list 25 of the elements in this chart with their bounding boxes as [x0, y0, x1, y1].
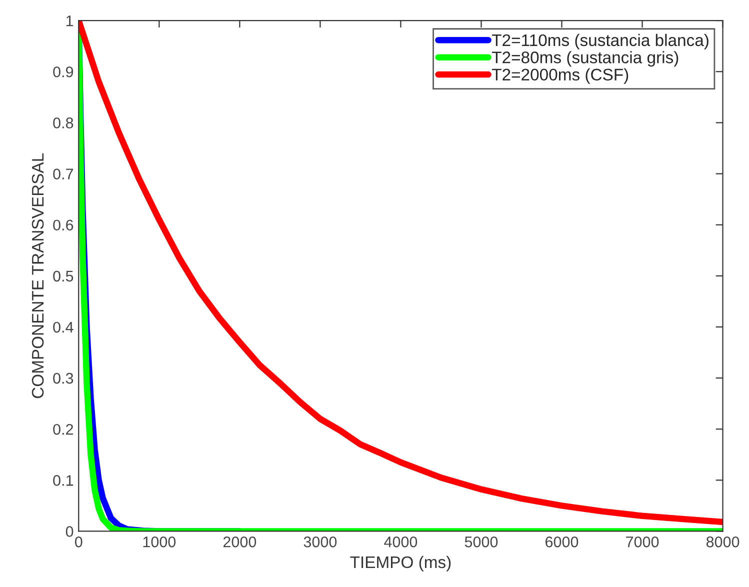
y-tick-label: 0.9 [53, 66, 74, 78]
x-axis-title: TIEMPO (ms) [350, 556, 451, 572]
x-tick-label: 3000 [304, 536, 337, 548]
y-tick-label: 0.5 [53, 270, 74, 282]
legend-label: T2=80ms (sustancia gris) [492, 51, 678, 67]
y-tick-label: 0.6 [53, 220, 74, 231]
y-tick-label: 0.8 [53, 118, 74, 128]
y-tick-label: 0.4 [53, 322, 74, 333]
x-tick-label: 8000 [706, 536, 740, 548]
y-tick-label: 0 [66, 526, 74, 537]
x-tick-label: 2000 [223, 536, 256, 548]
y-axis-title: COMPONENTE TRANSVERSAL [32, 153, 44, 398]
y-tick-label: 1 [66, 16, 74, 26]
x-tick-label: 6000 [546, 536, 578, 548]
legend-label: T2=2000ms (CSF) [492, 68, 628, 84]
x-tick-label: 5000 [464, 536, 498, 548]
legend-label: T2=110ms (sustancia blanca) [492, 34, 708, 50]
x-tick-label: 4000 [384, 536, 418, 548]
y-tick-label: 0.1 [53, 475, 74, 486]
x-tick-label: 0 [74, 536, 82, 548]
y-tick-label: 0.7 [53, 168, 74, 180]
y-tick-label: 0.3 [53, 372, 74, 384]
x-tick-label: 1000 [143, 536, 176, 548]
y-tick-label: 0.2 [53, 424, 74, 435]
x-tick-label: 7000 [626, 536, 659, 548]
